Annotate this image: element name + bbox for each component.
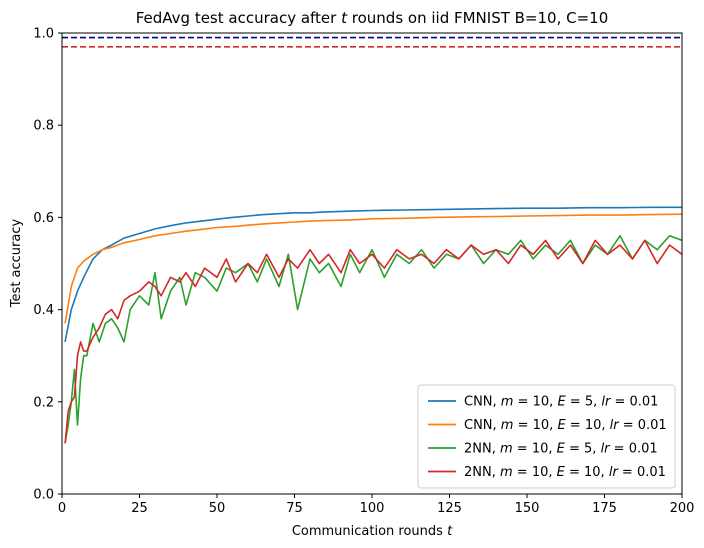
series-line-3: [64, 239, 683, 444]
y-tick-label: 0.6: [33, 211, 54, 226]
x-tick-label: 150: [515, 501, 540, 516]
x-tick-label: 200: [670, 501, 695, 516]
legend-label-1: CNN, m = 10, E = 10, lr = 0.01: [464, 418, 667, 433]
y-axis-ticks: 0.0 0.2 0.4 0.6 0.8 1.0: [33, 27, 62, 503]
series-line-1: [64, 213, 683, 324]
legend-label-2: 2NN, m = 10, E = 5, lr = 0.01: [464, 442, 658, 457]
x-axis-label-text: Communication rounds: [292, 524, 447, 539]
x-axis-label-var: t: [447, 524, 453, 539]
chart-title-after: rounds on iid FMNIST B=10, C=10: [347, 9, 608, 27]
x-axis-ticks: 0 25 50 75 100 125 150 175 200: [58, 494, 695, 516]
chart-title: FedAvg test accuracy after t rounds on i…: [136, 9, 609, 27]
x-axis-label: Communication rounds t: [292, 524, 453, 539]
y-tick-label: 1.0: [33, 27, 54, 42]
chart-title-var: t: [341, 9, 348, 27]
x-tick-label: 50: [209, 501, 226, 516]
series-line-2: [64, 235, 683, 444]
legend-box: [417, 384, 676, 489]
legend-label-0: CNN, m = 10, E = 5, lr = 0.01: [464, 395, 658, 410]
y-tick-label: 0.2: [33, 395, 54, 410]
legend-label-3: 2NN, m = 10, E = 10, lr = 0.01: [464, 465, 666, 480]
legend: CNN, m = 10, E = 5, lr = 0.01 CNN, m = 10…: [417, 384, 676, 489]
x-tick-label: 100: [360, 501, 385, 516]
x-tick-label: 125: [437, 501, 462, 516]
y-tick-label: 0.4: [33, 303, 54, 318]
series-line-0: [64, 206, 682, 343]
x-tick-label: 175: [592, 501, 617, 516]
plot-area: [62, 36, 683, 444]
x-tick-label: 75: [286, 501, 303, 516]
x-tick-label: 25: [131, 501, 148, 516]
y-axis-label: Test accuracy: [9, 219, 24, 309]
x-tick-label: 0: [58, 501, 66, 516]
y-tick-label: 0.8: [33, 119, 54, 134]
y-tick-label: 0.0: [33, 488, 54, 503]
chart-title-before: FedAvg test accuracy after: [136, 9, 341, 27]
